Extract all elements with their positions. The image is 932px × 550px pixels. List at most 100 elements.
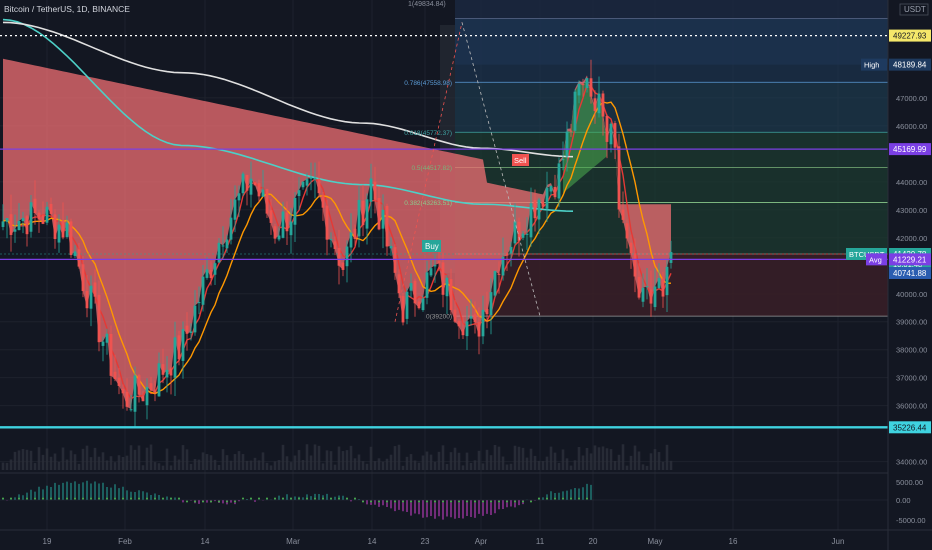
candle-body xyxy=(537,199,541,220)
volume-bar xyxy=(425,451,429,470)
osc-dot xyxy=(274,497,276,500)
candle-body xyxy=(317,179,321,194)
osc-dot xyxy=(346,497,348,500)
osc-dot xyxy=(90,497,92,500)
volume-bar xyxy=(41,454,45,470)
candle-body xyxy=(237,193,241,201)
volume-bar xyxy=(101,452,105,470)
volume-bar xyxy=(273,461,277,470)
osc-dot xyxy=(266,497,268,500)
currency-label: USDT xyxy=(904,5,926,14)
candle-body xyxy=(297,190,301,197)
volume-bar xyxy=(381,461,385,470)
candle-body xyxy=(437,261,441,264)
volume-bar xyxy=(129,445,133,470)
volume-bar xyxy=(81,448,85,470)
volume-bar xyxy=(389,454,393,470)
osc-dot xyxy=(82,497,84,500)
time-tick-label: 20 xyxy=(589,537,598,546)
osc-dot xyxy=(26,497,28,500)
volume-bar xyxy=(521,447,525,470)
level-45169-badge xyxy=(889,143,931,156)
osc-dot xyxy=(578,497,580,500)
volume-bar xyxy=(13,451,17,470)
candle-body xyxy=(25,216,29,235)
candle-body xyxy=(405,291,409,319)
volume-bar xyxy=(509,463,513,470)
osc-dot xyxy=(202,500,204,503)
osc-dot xyxy=(474,500,476,503)
fib-label: 0(39200) xyxy=(426,314,452,321)
candle-body xyxy=(261,189,265,197)
volume-bar xyxy=(321,463,325,470)
volume-bar xyxy=(613,460,617,470)
volume-bar xyxy=(269,465,273,470)
volume-bar xyxy=(165,448,169,470)
price-tick-label: 40000.00 xyxy=(896,290,927,299)
candle-body xyxy=(353,228,357,239)
candle-body xyxy=(497,273,501,275)
volume-bar xyxy=(197,459,201,470)
volume-bar xyxy=(233,454,237,470)
candle-body xyxy=(457,321,461,327)
candle-body xyxy=(49,203,53,214)
time-tick-label: Jun xyxy=(832,537,845,546)
svg-text:Sell: Sell xyxy=(514,156,527,165)
volume-bar xyxy=(541,461,545,470)
osc-dot xyxy=(362,500,364,503)
osc-dot xyxy=(146,497,148,500)
candle-body xyxy=(417,301,421,309)
osc-dot xyxy=(554,497,556,500)
candle-body xyxy=(421,298,425,311)
candle-body xyxy=(125,391,129,407)
volume-bar xyxy=(645,465,649,470)
candle-body xyxy=(121,388,125,394)
osc-dot xyxy=(34,497,36,500)
volume-bar xyxy=(9,459,13,470)
candle-body xyxy=(153,390,157,393)
osc-dot xyxy=(482,500,484,503)
volume-bar xyxy=(289,462,293,470)
osc-dot xyxy=(282,497,284,500)
price-tick-label: 39000.00 xyxy=(896,318,927,327)
candle-body xyxy=(469,316,473,319)
candle-body xyxy=(165,369,169,378)
fib-top-label: 1(49834.84) xyxy=(408,1,446,8)
volume-bar xyxy=(657,452,661,470)
candle-body xyxy=(349,232,353,248)
candle-body xyxy=(65,222,69,237)
volume-bar xyxy=(329,451,333,470)
fib-label: 0.618(45772.37) xyxy=(404,130,452,137)
candle-body xyxy=(29,202,33,232)
volume-bar xyxy=(649,453,653,470)
osc-dot xyxy=(58,497,60,500)
volume-bar xyxy=(193,459,197,470)
osc-dot xyxy=(162,497,164,500)
osc-dot xyxy=(586,497,588,500)
candle-body xyxy=(253,182,257,186)
volume-bar xyxy=(565,458,569,470)
volume-bar xyxy=(153,462,157,470)
osc-dot xyxy=(338,497,340,500)
volume-bar xyxy=(357,454,361,470)
candle-body xyxy=(461,329,465,336)
time-tick-label: 11 xyxy=(536,537,545,546)
osc-dot xyxy=(2,497,4,500)
osc-dot xyxy=(546,497,548,500)
high-badge-tag-bg xyxy=(861,58,887,71)
volume-bar xyxy=(349,445,353,470)
volume-bar xyxy=(137,445,141,470)
candle-body xyxy=(517,221,521,241)
volume-bar xyxy=(385,458,389,470)
volume-bar xyxy=(485,449,489,470)
candle-body xyxy=(89,285,93,309)
volume-bar xyxy=(133,449,137,470)
candle-body xyxy=(505,253,509,256)
volume-bar xyxy=(297,450,301,470)
osc-dot xyxy=(498,500,500,503)
osc-dot xyxy=(178,497,180,500)
candle-body xyxy=(445,277,449,297)
candle-body xyxy=(201,276,205,305)
osc-dot xyxy=(458,500,460,503)
